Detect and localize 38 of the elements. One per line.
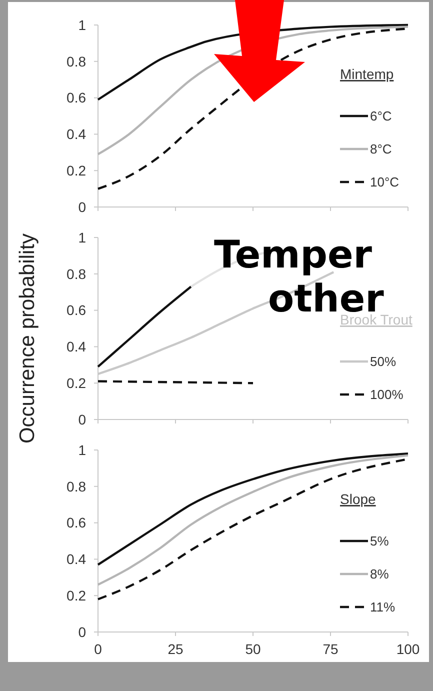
y-tick-label: 0.8 <box>66 53 86 70</box>
legend-label: 5% <box>370 534 390 549</box>
legend-label: 8% <box>370 566 390 582</box>
y-tick-label: 0.8 <box>66 266 86 282</box>
y-tick-label: 0.6 <box>66 90 86 106</box>
x-tick-label: 50 <box>245 641 261 657</box>
line-series <box>96 452 410 566</box>
legend-title: Brook Trout <box>340 312 412 328</box>
y-tick-label: 0 <box>78 198 86 215</box>
y-tick-label: 0.2 <box>66 588 86 604</box>
legend-label: 6°C <box>370 108 392 124</box>
x-tick-label: 75 <box>322 641 338 657</box>
legend-label: 100% <box>370 387 404 402</box>
y-tick-label: 0.2 <box>66 162 86 178</box>
y-tick-label: 0.6 <box>66 302 86 318</box>
y-tick-label: 0 <box>78 411 86 428</box>
y-tick-label: 1 <box>78 229 86 246</box>
y-tick-label: 0.4 <box>66 338 86 355</box>
y-tick-label: 1 <box>78 442 86 458</box>
legend-title: Mintemp <box>340 66 394 82</box>
annotation: Temper <box>214 232 372 276</box>
y-axis-title: Occurrence probability <box>16 232 39 444</box>
y-tick-label: 0 <box>78 624 86 640</box>
y-tick-label: 1 <box>78 16 86 33</box>
x-tick-label: 25 <box>168 641 184 657</box>
y-tick-label: 0.2 <box>66 375 86 391</box>
legend-label: 10°C <box>370 174 400 190</box>
legend-label: 8°C <box>370 142 392 157</box>
x-tick-label: 100 <box>396 641 420 657</box>
y-tick-label: 0.4 <box>66 126 86 142</box>
line-series <box>96 286 192 368</box>
legend-label: 50% <box>370 354 396 370</box>
legend-title: Slope <box>340 491 376 507</box>
y-tick-label: 0.6 <box>66 514 86 531</box>
x-tick-label: 0 <box>94 641 102 657</box>
y-tick-label: 0.4 <box>66 551 86 568</box>
legend-label: 11% <box>370 600 396 615</box>
y-tick-label: 0.8 <box>66 478 86 494</box>
